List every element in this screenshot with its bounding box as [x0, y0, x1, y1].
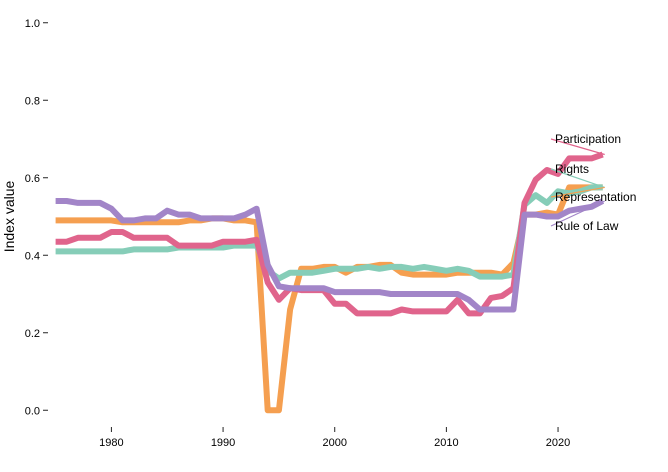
series-line-rule-of-law: [55, 198, 605, 313]
leader-line: [550, 186, 605, 198]
x-tick-label: 2000: [322, 437, 346, 449]
leader-line: [550, 168, 605, 189]
leader-line: [550, 138, 605, 156]
x-tick-label: 2010: [434, 437, 458, 449]
series-line-participation: [55, 151, 604, 317]
series-label: Rule of Law: [555, 219, 619, 233]
y-tick-label: 0.2: [25, 328, 40, 340]
series-line-rights: [55, 184, 603, 282]
y-tick-label: 0.6: [25, 173, 40, 185]
series-label: Representation: [555, 190, 636, 204]
y-tick-label: 0.8: [25, 95, 40, 107]
y-axis-title: Index value: [1, 180, 17, 252]
series-label: Rights: [555, 162, 589, 176]
x-tick-label: 1990: [211, 437, 235, 449]
y-tick-label: 1.0: [25, 18, 40, 30]
series-label: Participation: [555, 132, 621, 146]
x-tick-label: 2020: [546, 437, 570, 449]
series-layer: [55, 151, 605, 414]
y-axis: 0.0 0.2 0.4 0.6 0.8 1.0: [25, 18, 48, 417]
x-tick-label: 1980: [99, 437, 123, 449]
x-axis: 1980 1990 2000 2010 2020: [99, 427, 570, 449]
y-tick-label: 0.0: [25, 405, 40, 417]
direct-labels: Participation Rights Representation Rule of…: [550, 132, 636, 233]
leader-line: [550, 200, 605, 227]
y-tick-label: 0.4: [25, 250, 40, 262]
